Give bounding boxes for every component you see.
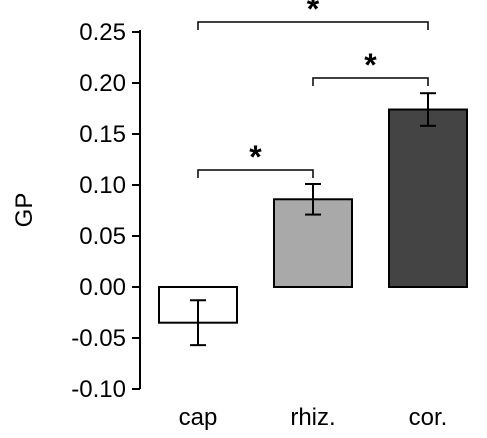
y-axis-ticks: -0.10 -0.05 0.00 0.05 0.10 0.15 0.20 0.25: [71, 19, 140, 403]
y-tick-label: 0.00: [79, 274, 126, 301]
significance-bracket-1: [312, 77, 429, 86]
category-label-2: cor.: [409, 404, 448, 431]
y-tick-label: 0.05: [79, 223, 126, 250]
significance-star-1: *: [364, 47, 377, 83]
significance-star-2: *: [307, 0, 320, 27]
y-tick-label: 0.20: [79, 70, 126, 97]
significance-brackets: * * *: [197, 0, 429, 178]
bar-2: [388, 108, 468, 288]
category-label-1: rhiz.: [290, 404, 335, 431]
category-label-0: cap: [179, 404, 218, 431]
category-labels: cap rhiz. cor.: [179, 404, 448, 431]
bars: [158, 108, 468, 324]
y-tick-label: 0.10: [79, 172, 126, 199]
y-tick-label: -0.10: [71, 376, 126, 403]
error-bars: [190, 92, 436, 347]
significance-bracket-0: [197, 169, 314, 178]
significance-star-0: *: [249, 139, 262, 175]
y-axis-label: GP: [11, 193, 38, 228]
y-tick-label: -0.05: [71, 325, 126, 352]
y-tick-label: 0.25: [79, 19, 126, 46]
significance-bracket-2: [197, 21, 429, 30]
y-tick-label: 0.15: [79, 121, 126, 148]
